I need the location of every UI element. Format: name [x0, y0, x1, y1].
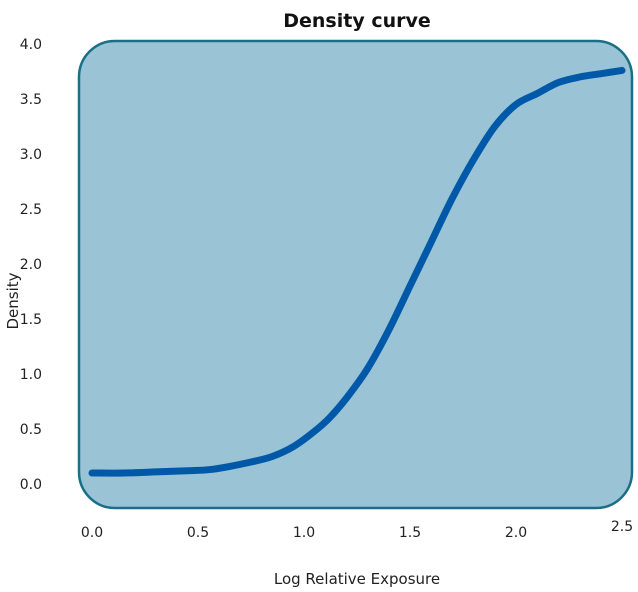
y-tick-label: 2.0 — [20, 257, 42, 273]
y-tick-label: 1.0 — [20, 367, 42, 383]
chart-title: Density curve — [283, 10, 431, 32]
x-tick-label: 1.0 — [293, 525, 315, 541]
x-tick-label: 2.5 — [611, 519, 633, 535]
y-tick-label: 0.0 — [20, 477, 42, 493]
x-tick-label: 2.0 — [505, 525, 527, 541]
x-axis-label: Log Relative Exposure — [274, 570, 440, 588]
y-tick-label: 0.5 — [20, 422, 42, 438]
y-tick-label: 2.5 — [20, 202, 42, 218]
plot-area — [77, 39, 634, 510]
x-tick-label: 1.5 — [399, 525, 421, 541]
x-tick-label: 0.5 — [187, 525, 209, 541]
y-tick-label: 1.5 — [20, 312, 42, 328]
x-tick-labels: 0.0 0.5 1.0 1.5 2.0 2.5 — [81, 519, 633, 541]
y-axis-label: Density — [4, 272, 22, 329]
y-tick-label: 3.0 — [20, 147, 42, 163]
y-tick-label: 3.5 — [20, 92, 42, 108]
density-curve-line — [88, 66, 626, 477]
y-tick-labels: 0.0 0.5 1.0 1.5 2.0 2.5 3.0 3.5 4.0 — [20, 37, 42, 493]
y-tick-label: 4.0 — [20, 37, 42, 53]
x-tick-label: 0.0 — [81, 525, 103, 541]
